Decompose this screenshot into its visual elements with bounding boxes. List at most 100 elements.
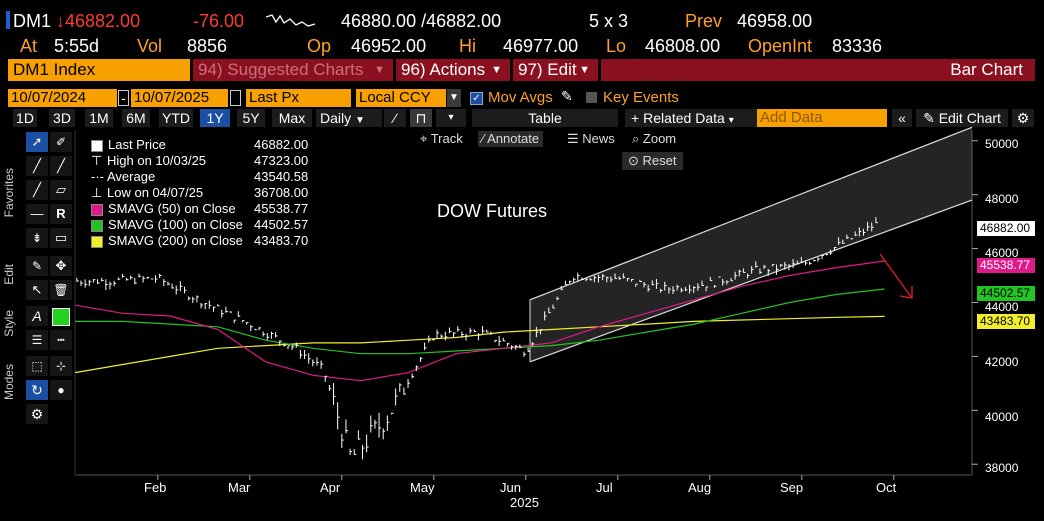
annotate-button[interactable]: ⁄ Annotate bbox=[478, 131, 544, 147]
text-tool-icon[interactable]: A bbox=[26, 306, 48, 326]
trend-tool-icon[interactable]: ╱ bbox=[26, 180, 48, 200]
legend-sma50: SMAVG (50) on Close 45538.77 bbox=[91, 201, 308, 217]
calendar-icon[interactable] bbox=[230, 90, 241, 106]
edit-button[interactable]: 97) Edit ▼ bbox=[513, 59, 598, 81]
open-value: 46952.00 bbox=[351, 36, 427, 56]
rectangle-icon[interactable]: ▭ bbox=[50, 228, 72, 248]
x-tick-label: Sep bbox=[780, 480, 804, 495]
chevron-down-icon: ▾ bbox=[728, 115, 734, 126]
mov-avgs-checkbox[interactable]: ✓ bbox=[470, 92, 483, 105]
chevron-down-icon[interactable]: ▼ bbox=[447, 89, 461, 107]
chevron-down-icon[interactable]: ▾ bbox=[436, 109, 466, 127]
chart-type-label: Bar Chart bbox=[950, 60, 1023, 79]
related-data-button[interactable]: + Related Data ▾ bbox=[625, 109, 757, 127]
reset-icon: ⊙ bbox=[628, 153, 639, 168]
legend-label: Average bbox=[107, 169, 156, 184]
period-1y[interactable]: 1Y bbox=[200, 109, 230, 127]
zoom-label: Zoom bbox=[642, 131, 677, 146]
edit-chart-button[interactable]: ✎ Edit Chart bbox=[916, 109, 1008, 127]
table-button[interactable]: Table bbox=[472, 109, 618, 127]
period-5y[interactable]: 5Y bbox=[237, 109, 265, 127]
actions-button[interactable]: 96) Actions ▼ bbox=[396, 59, 510, 81]
high-label: Hi bbox=[459, 36, 476, 56]
sma50-line bbox=[74, 260, 885, 382]
line-tool-icon[interactable]: ╱ bbox=[26, 156, 48, 176]
legend-label: SMAVG (200) on Close bbox=[108, 233, 243, 248]
legend-label: SMAVG (100) on Close bbox=[108, 217, 243, 232]
period-max[interactable]: Max bbox=[272, 109, 312, 127]
suggested-charts-button[interactable]: 94) Suggested Charts ▼ bbox=[193, 59, 393, 81]
y-tick-label: 38000 bbox=[985, 461, 1019, 475]
frequency-select[interactable]: Daily ▼ bbox=[316, 109, 382, 127]
security-field[interactable]: DM1 Index bbox=[8, 59, 190, 81]
prev-value: 46958.00 bbox=[737, 11, 813, 31]
ticker: DM1 bbox=[13, 11, 52, 31]
color-swatch-icon[interactable] bbox=[52, 308, 70, 326]
drawing-sidebar: ➚ ✐ ╱ ╱ ╱ ▱ — R ⇟ ▭ ✎ ✥ ↖ 🗑 A ☰ ┅ ⬚ ⊹ ↻ … bbox=[0, 128, 73, 428]
average-marker-icon: -·- bbox=[91, 169, 104, 184]
key-events-label: Key Events bbox=[603, 89, 679, 106]
chart-annotation: DOW Futures bbox=[437, 201, 548, 221]
add-data-input[interactable]: Add Data bbox=[757, 109, 887, 127]
trash-icon[interactable]: 🗑 bbox=[50, 280, 72, 300]
gear-icon[interactable]: ⚙ bbox=[1012, 109, 1034, 127]
frequency-label: Daily bbox=[320, 110, 352, 126]
sma50-badge: 45538.77 bbox=[977, 258, 1035, 273]
price-field-select[interactable]: Last Px bbox=[246, 89, 351, 107]
cursor-icon[interactable]: ➚ bbox=[26, 132, 48, 152]
date-from-field[interactable]: 10/07/2024 bbox=[8, 89, 117, 107]
settings-gear-icon[interactable]: ⚙ bbox=[26, 404, 48, 424]
bar-chart-icon[interactable]: ⊓ bbox=[410, 109, 432, 127]
legend-value: 43540.58 bbox=[254, 169, 309, 184]
fib-icon[interactable]: ⇟ bbox=[26, 228, 48, 248]
refresh-mode-icon[interactable]: ↻ bbox=[26, 380, 48, 400]
reset-button[interactable]: ⊙ Reset bbox=[622, 152, 683, 170]
period-ytd[interactable]: YTD bbox=[159, 109, 193, 127]
move-icon[interactable]: ✥ bbox=[50, 256, 72, 276]
currency-select[interactable]: Local CCY bbox=[356, 89, 446, 107]
period-6m[interactable]: 6M bbox=[122, 109, 150, 127]
legend-value: 47323.00 bbox=[254, 153, 309, 168]
legend-label: Last Price bbox=[108, 137, 166, 152]
sma200-badge: 43483.70 bbox=[977, 314, 1035, 329]
red-arrow-shaft bbox=[879, 253, 913, 299]
track-label: Track bbox=[430, 131, 463, 146]
collapse-icon[interactable]: « bbox=[892, 109, 912, 127]
pencil-icon[interactable]: ✎ bbox=[26, 256, 48, 276]
legend-label: High on 10/03/25 bbox=[107, 153, 207, 168]
horizontal-line-icon[interactable]: — bbox=[26, 204, 48, 224]
legend-swatch bbox=[91, 203, 103, 216]
zoom-button[interactable]: ⌕ Zoom bbox=[632, 131, 676, 147]
actions-label: 96) Actions bbox=[401, 60, 486, 79]
news-button[interactable]: ☰ News bbox=[567, 131, 615, 147]
pencil-icon[interactable]: ✎ bbox=[561, 88, 573, 104]
ray-tool-icon[interactable]: ╱ bbox=[50, 156, 72, 176]
select-icon[interactable]: ↖ bbox=[26, 280, 48, 300]
palette-icon[interactable]: ● bbox=[50, 380, 72, 400]
calendar-icon[interactable] bbox=[118, 90, 129, 106]
high-value: 46977.00 bbox=[503, 36, 579, 56]
x-tick-label: Jun bbox=[500, 480, 521, 495]
x-year-label: 2025 bbox=[510, 495, 539, 510]
legend-swatch bbox=[91, 219, 103, 232]
period-1d[interactable]: 1D bbox=[13, 109, 37, 127]
crosshair-mode-icon[interactable]: ⊹ bbox=[50, 356, 72, 376]
track-button[interactable]: ⌖ Track bbox=[420, 131, 463, 147]
open-interest-value: 83336 bbox=[832, 36, 883, 56]
legend-value: 45538.77 bbox=[254, 201, 309, 216]
line-weight-icon[interactable]: ☰ bbox=[26, 330, 48, 350]
retracement-icon[interactable]: R bbox=[50, 204, 72, 224]
zoom-mode-icon[interactable]: ⬚ bbox=[26, 356, 48, 376]
line-style-icon[interactable]: ┅ bbox=[50, 330, 72, 350]
period-3d[interactable]: 3D bbox=[49, 109, 75, 127]
x-tick-label: Aug bbox=[688, 480, 712, 495]
period-1m[interactable]: 1M bbox=[85, 109, 113, 127]
annotate-pen-icon[interactable]: ✐ bbox=[50, 132, 72, 152]
legend-value: 44502.57 bbox=[254, 217, 309, 232]
channel-tool-icon[interactable]: ▱ bbox=[50, 180, 72, 200]
open-label: Op bbox=[307, 36, 332, 56]
key-events-checkbox[interactable] bbox=[586, 92, 597, 103]
date-to-field[interactable]: 10/07/2025 bbox=[131, 89, 228, 107]
line-chart-icon[interactable]: ⁄ bbox=[384, 109, 406, 127]
